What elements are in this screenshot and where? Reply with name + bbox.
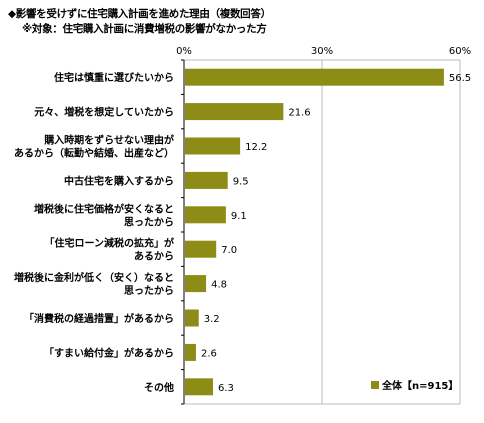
chart-title: ◆影響を受けずに住宅購入計画を進めた理由（複数回答） [8, 8, 271, 20]
category-label: 「消費税の経過措置」があるから [24, 312, 174, 325]
legend-label: 全体【n=915】 [381, 379, 458, 392]
category-label-line: 思ったから [124, 216, 174, 228]
value-label: 2.6 [201, 348, 217, 359]
bar [185, 240, 217, 258]
chart-subtitle: ※対象：住宅購入計画に消費増税の影響がなかった方 [22, 23, 267, 35]
category-label: 購入時期をずらせない理由があるから（転勤や結婚、出産など） [14, 134, 175, 160]
bar [185, 206, 226, 224]
category-label-line: 思ったから [124, 285, 174, 297]
category-label: 増税後に金利が低く（安く）なると思ったから [14, 271, 174, 297]
value-label: 7.0 [221, 245, 237, 256]
category-label: 住宅は慎重に選びたいから [54, 71, 174, 84]
category-label-line: 元々、増税を想定していたから [34, 106, 174, 119]
bar [185, 378, 213, 396]
bar [185, 309, 199, 327]
value-label: 12.2 [245, 142, 267, 153]
value-label: 9.1 [231, 211, 247, 222]
value-label: 9.5 [233, 176, 249, 187]
category-label-line: 住宅は慎重に選びたいから [54, 71, 174, 84]
category-label-line: 増税後に金利が低く（安く）なると [14, 271, 174, 284]
x-tick-label: 60% [449, 46, 471, 57]
value-label: 3.2 [204, 314, 220, 325]
bar [185, 137, 241, 155]
value-label: 4.8 [211, 280, 227, 291]
category-label-line: 「消費税の経過措置」があるから [24, 312, 174, 325]
category-label: 増税後に住宅価格が安くなると思ったから [34, 202, 174, 228]
category-label-line: 中古住宅を購入するから [64, 174, 174, 187]
category-label: 中古住宅を購入するから [64, 174, 174, 187]
category-label-line: その他 [144, 381, 174, 394]
bar [185, 103, 284, 121]
bar [185, 171, 228, 189]
category-label: 「住宅ローン減税の拡充」があるから [45, 237, 175, 263]
category-label-line: あるから（転勤や結婚、出産など） [14, 147, 174, 160]
value-label: 21.6 [288, 108, 310, 119]
bar [185, 343, 196, 361]
category-label-line: 購入時期をずらせない理由が [43, 134, 175, 147]
category-label-line: 増税後に住宅価格が安くなると [34, 202, 174, 215]
category-label-line: あるから [134, 250, 174, 263]
category-label-line: 「住宅ローン減税の拡充」が [45, 237, 175, 250]
legend-swatch [371, 381, 379, 389]
category-label-line: 「すまい給付金」があるから [44, 346, 174, 359]
value-label: 56.5 [449, 73, 471, 84]
category-label: その他 [144, 381, 174, 394]
value-label: 6.3 [218, 383, 234, 394]
x-tick-label: 0% [176, 46, 192, 57]
category-label: 元々、増税を想定していたから [34, 106, 174, 119]
bar [185, 68, 444, 86]
category-label: 「すまい給付金」があるから [44, 346, 174, 359]
x-tick-label: 30% [311, 46, 333, 57]
bar [185, 275, 207, 293]
